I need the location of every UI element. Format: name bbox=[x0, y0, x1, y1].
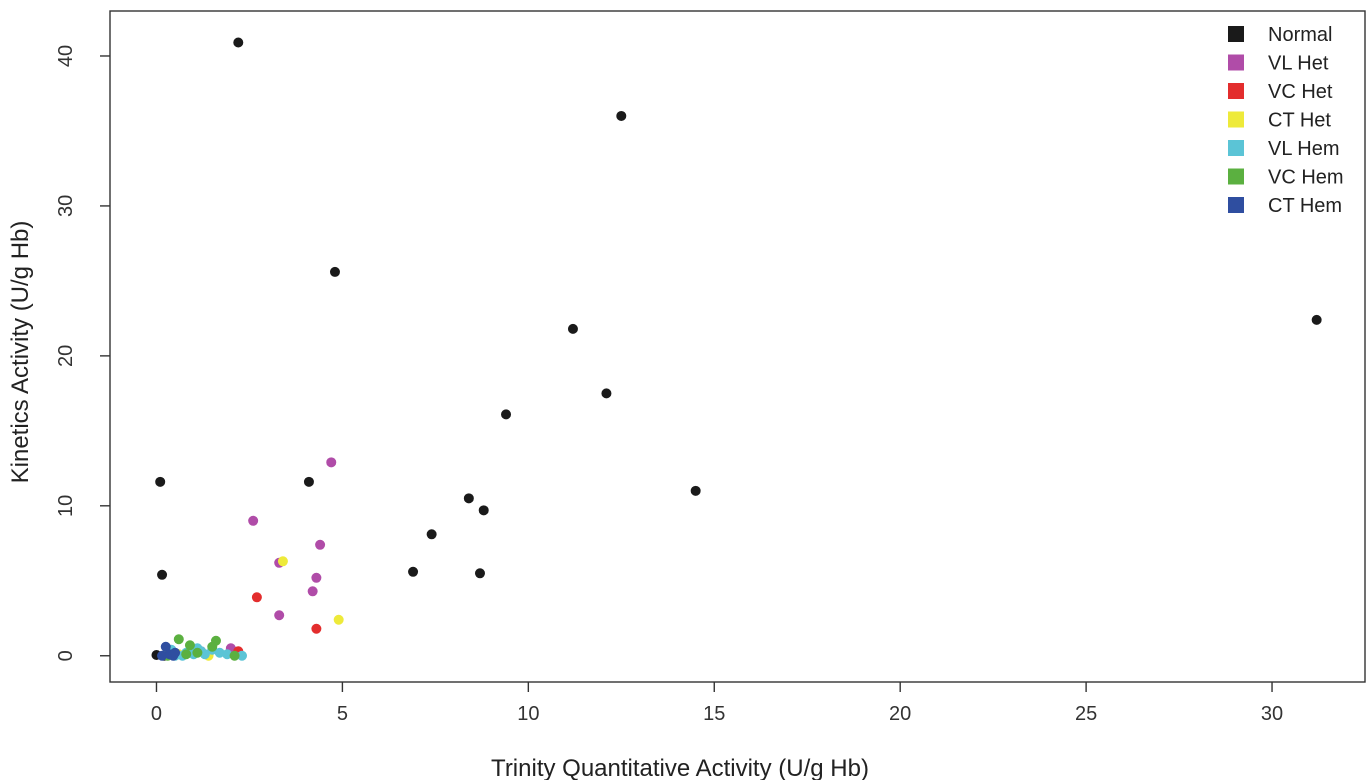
x-tick-label: 0 bbox=[151, 703, 162, 725]
x-tick-label: 20 bbox=[889, 703, 911, 725]
data-point-normal bbox=[233, 37, 244, 48]
legend-swatch bbox=[1228, 197, 1244, 213]
data-point-vl-hem bbox=[222, 649, 233, 660]
y-tick-label: 30 bbox=[55, 195, 77, 217]
data-point-vl-het bbox=[326, 457, 337, 468]
data-point-normal bbox=[478, 505, 489, 516]
x-axis: 0 5 10 15 20 25 30 bbox=[151, 682, 1283, 725]
y-tick-label: 40 bbox=[55, 45, 77, 67]
legend-swatch bbox=[1228, 111, 1244, 128]
data-point-vl-het bbox=[315, 539, 326, 550]
legend-label: VC Het bbox=[1268, 81, 1333, 103]
legend-label: CT Het bbox=[1268, 110, 1331, 132]
legend-swatch bbox=[1228, 54, 1244, 71]
data-point-ct-het bbox=[333, 614, 344, 625]
data-point-normal bbox=[157, 569, 168, 580]
legend-label: Normal bbox=[1268, 24, 1332, 46]
x-tick-label: 25 bbox=[1075, 703, 1097, 725]
data-point-ct-hem bbox=[160, 641, 171, 652]
y-axis: 0 10 20 30 40 bbox=[55, 45, 110, 661]
data-point-normal bbox=[616, 110, 627, 121]
legend-swatch bbox=[1228, 168, 1244, 185]
data-point-vc-het bbox=[311, 623, 322, 634]
data-point-vl-hem bbox=[237, 650, 248, 661]
data-point-normal bbox=[567, 323, 578, 334]
legend-label: VL Het bbox=[1268, 53, 1329, 75]
data-point-normal bbox=[474, 568, 485, 579]
data-point-ct-het bbox=[277, 556, 288, 567]
data-point-vl-het bbox=[274, 610, 285, 621]
data-point-normal bbox=[329, 266, 340, 277]
data-point-normal bbox=[408, 566, 419, 577]
plot-frame bbox=[109, 10, 1366, 683]
data-point-ct-hem bbox=[157, 650, 168, 661]
data-point-vc-hem bbox=[192, 647, 203, 658]
legend-swatch bbox=[1228, 140, 1244, 156]
data-point-vl-het bbox=[311, 572, 322, 583]
data-point-ct-hem bbox=[170, 647, 181, 658]
x-tick-label: 15 bbox=[703, 703, 725, 725]
data-point-vl-het bbox=[307, 586, 318, 597]
data-point-normal bbox=[601, 388, 612, 399]
data-point-vc-hem bbox=[173, 634, 184, 645]
x-tick-label: 5 bbox=[337, 703, 348, 725]
data-point-normal bbox=[501, 409, 512, 420]
data-point-normal bbox=[303, 476, 314, 487]
data-point-vc-hem bbox=[207, 641, 218, 652]
y-tick-label: 0 bbox=[55, 650, 77, 661]
data-point-normal bbox=[690, 485, 701, 496]
y-tick-label: 20 bbox=[55, 345, 77, 367]
data-point-vl-hem bbox=[214, 647, 225, 658]
data-point-vc-het bbox=[251, 592, 262, 603]
y-tick-label: 10 bbox=[55, 495, 77, 517]
data-point-normal bbox=[1311, 314, 1322, 325]
legend: Normal VL Het VC Het CT Het VL Hem VC Hem CT H… bbox=[1228, 24, 1344, 217]
data-point-normal bbox=[463, 493, 474, 504]
data-points bbox=[151, 37, 1322, 661]
data-point-vl-het bbox=[248, 515, 259, 526]
legend-label: CT Hem bbox=[1268, 195, 1342, 217]
data-point-vc-hem bbox=[184, 640, 195, 651]
data-point-normal bbox=[155, 476, 166, 487]
x-tick-label: 10 bbox=[517, 703, 539, 725]
data-point-vc-hem bbox=[181, 649, 192, 660]
y-axis-title: Kinetics Activity (U/g Hb) bbox=[7, 221, 34, 484]
x-tick-label: 30 bbox=[1261, 703, 1283, 725]
legend-swatch bbox=[1228, 83, 1244, 99]
data-point-vl-hem bbox=[199, 649, 210, 660]
legend-swatch bbox=[1228, 26, 1244, 42]
x-axis-title: Trinity Quantitative Activity (U/g Hb) bbox=[491, 755, 869, 780]
data-point-vc-hem bbox=[229, 650, 240, 661]
data-point-normal bbox=[426, 529, 437, 540]
legend-label: VL Hem bbox=[1268, 138, 1340, 160]
legend-label: VC Hem bbox=[1268, 167, 1344, 189]
